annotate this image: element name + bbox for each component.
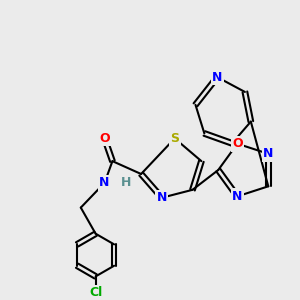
Text: N: N (212, 70, 222, 84)
Text: S: S (170, 132, 179, 145)
Text: H: H (121, 176, 131, 189)
Text: N: N (232, 190, 242, 203)
Text: O: O (232, 137, 243, 150)
Text: N: N (99, 176, 110, 189)
Text: N: N (157, 191, 167, 204)
Text: O: O (99, 132, 110, 145)
Text: N: N (263, 147, 274, 160)
Text: Cl: Cl (89, 286, 102, 299)
